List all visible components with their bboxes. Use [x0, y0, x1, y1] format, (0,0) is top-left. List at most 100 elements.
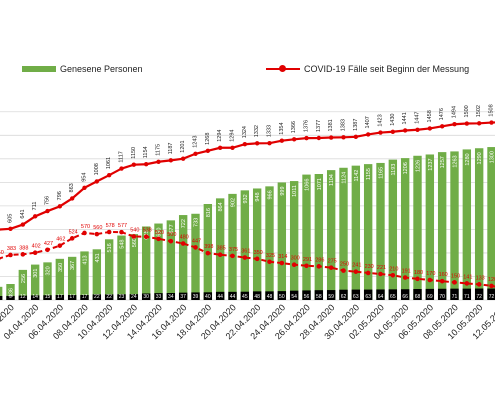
data-label-cases: 1366: [291, 121, 297, 133]
data-label-recovered: 301: [33, 269, 39, 278]
data-label-recovered: 1165: [379, 167, 385, 179]
bar-recovered: [178, 215, 188, 300]
data-label-dashed: 462: [56, 237, 65, 243]
data-label-recovered: 1257: [440, 156, 446, 168]
data-label-cases: 1268: [205, 133, 211, 145]
data-label-dashed: 520: [155, 230, 164, 236]
bar-recovered: [166, 220, 176, 300]
point-cases: [131, 162, 137, 167]
point-dashed: [57, 243, 63, 248]
point-dashed: [193, 245, 198, 250]
bar-deaths: [55, 295, 65, 300]
bar-recovered: [67, 256, 77, 300]
point-cases: [328, 135, 334, 140]
bar-deaths: [0, 296, 3, 300]
point-dashed: [8, 252, 13, 258]
bar-deaths: [339, 289, 348, 300]
bar-recovered: [400, 158, 410, 300]
data-label-dashed: 286: [315, 257, 324, 263]
data-label-recovered: 733: [194, 218, 200, 227]
data-label-cases: 1441: [402, 112, 408, 124]
data-label-cases: 756: [45, 196, 51, 205]
bar-deaths: [351, 289, 361, 300]
point-dashed: [464, 281, 470, 286]
bar-deaths: [289, 290, 299, 300]
point-cases: [365, 132, 371, 137]
data-label-recovered: 256: [21, 274, 27, 283]
bar-recovered: [413, 155, 422, 300]
data-label-recovered: 548: [120, 240, 126, 249]
data-label-cases: 796: [57, 191, 63, 200]
data-label-dashed: 480: [180, 235, 189, 241]
bar-deaths: [228, 291, 237, 300]
point-dashed: [452, 280, 457, 285]
data-label-recovered: 948: [255, 192, 261, 201]
bar-recovered: [474, 148, 484, 300]
point-cases: [57, 204, 63, 209]
data-label-recovered: 1071: [317, 178, 323, 190]
bar-deaths: [474, 288, 484, 300]
point-dashed: [69, 236, 75, 241]
bar-deaths: [277, 291, 287, 300]
data-label-deaths: 68: [415, 294, 421, 300]
data-label-cases: 1243: [193, 136, 199, 148]
data-label-recovered: 1226: [416, 160, 422, 172]
data-label-cases: 1175: [156, 144, 162, 156]
data-label-recovered: 902: [231, 198, 237, 207]
data-label-cases: 598: [0, 214, 1, 223]
point-cases: [20, 222, 26, 227]
data-label-dashed: 385: [217, 246, 226, 252]
data-label-deaths: 48: [254, 294, 260, 300]
data-label-dashed: 375: [229, 247, 238, 253]
bar-recovered: [265, 186, 274, 300]
data-label-dashed: 141: [463, 274, 472, 280]
point-dashed: [217, 252, 223, 258]
point-cases: [427, 126, 433, 131]
data-label-recovered: 367: [70, 261, 76, 270]
bar-deaths: [450, 288, 459, 300]
point-dashed: [476, 282, 482, 287]
data-label-deaths: 62: [341, 294, 347, 300]
bar-deaths: [487, 288, 495, 300]
bar-deaths: [462, 288, 472, 300]
point-cases: [439, 124, 445, 129]
data-label-deaths: 71: [464, 294, 470, 300]
bar-recovered: [154, 223, 163, 300]
data-label-dashed: 291: [303, 257, 312, 263]
point-cases: [279, 138, 285, 143]
data-label-deaths: 22: [94, 294, 100, 300]
data-label-cases: 1294: [230, 130, 236, 142]
bar-deaths: [425, 288, 435, 300]
data-label-deaths: 70: [439, 294, 445, 300]
data-label-cases: 1502: [476, 105, 482, 117]
bar-recovered: [55, 258, 65, 300]
bar-deaths: [376, 289, 385, 300]
bar-recovered: [289, 181, 299, 300]
bar-recovered: [141, 226, 151, 300]
point-dashed: [45, 247, 50, 253]
data-label-cases: 1476: [439, 108, 445, 120]
data-label-dashed: 250: [340, 262, 349, 268]
point-dashed: [94, 231, 100, 237]
bar-recovered: [228, 193, 237, 300]
bar-deaths: [240, 291, 250, 300]
point-cases: [254, 141, 260, 146]
data-label-deaths: 37: [180, 294, 186, 300]
data-label-recovered: 1263: [453, 155, 459, 167]
data-label-dashed: 388: [19, 245, 28, 251]
data-label-recovered: 864: [218, 202, 224, 211]
data-label-recovered: 413: [83, 255, 89, 264]
data-label-dashed: 540: [130, 227, 139, 233]
data-label-cases: 863: [69, 183, 75, 192]
data-label-dashed: 150: [451, 273, 460, 279]
data-label-cases: 954: [82, 173, 88, 182]
legend-swatch-cases: [266, 65, 300, 72]
data-label-deaths: 72: [489, 294, 495, 300]
data-label-cases: 1430: [390, 114, 396, 126]
data-label-dashed: 170: [426, 271, 435, 277]
data-label-dashed: 160: [439, 272, 448, 278]
bar-recovered: [215, 198, 225, 300]
legend-swatch-recovered: [22, 66, 56, 72]
point-cases: [316, 135, 322, 141]
data-label-cases: 1333: [267, 125, 273, 137]
